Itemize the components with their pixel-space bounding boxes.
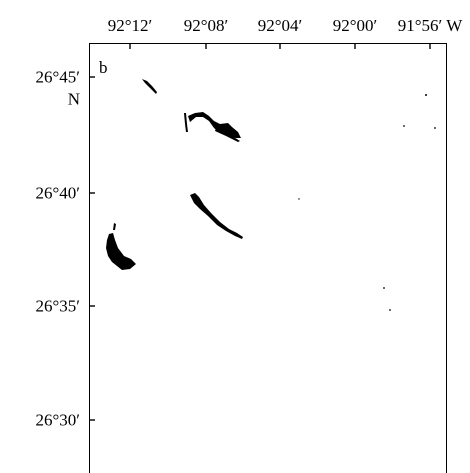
feature-patch <box>188 112 241 138</box>
feature-speck <box>403 125 405 127</box>
latitude-label: 26°45′ <box>35 67 80 87</box>
latitude-hemisphere-label: N <box>67 89 80 109</box>
map-frame <box>89 43 447 473</box>
feature-patch <box>113 223 116 230</box>
longitude-label: 92°04′ <box>257 16 303 35</box>
longitude-label: 91°56′ W <box>397 16 463 35</box>
feature-speck <box>298 198 300 200</box>
latitude-label: 26°40′ <box>35 183 80 203</box>
feature-speck <box>425 94 427 96</box>
panel-label: b <box>99 58 108 77</box>
latitude-label: 26°35′ <box>35 296 80 316</box>
feature-patch <box>142 79 157 94</box>
feature-patch <box>215 128 240 142</box>
longitude-label: 92°12′ <box>107 16 153 35</box>
feature-patch <box>184 113 188 132</box>
latitude-label: 26°30′ <box>35 410 80 430</box>
longitude-label: 92°00′ <box>332 16 378 35</box>
feature-patch <box>190 193 243 239</box>
longitude-label: 92°08′ <box>183 16 229 35</box>
feature-speck <box>434 127 436 129</box>
feature-speck <box>383 287 385 289</box>
feature-speck <box>389 309 391 311</box>
feature-patch <box>106 233 136 270</box>
